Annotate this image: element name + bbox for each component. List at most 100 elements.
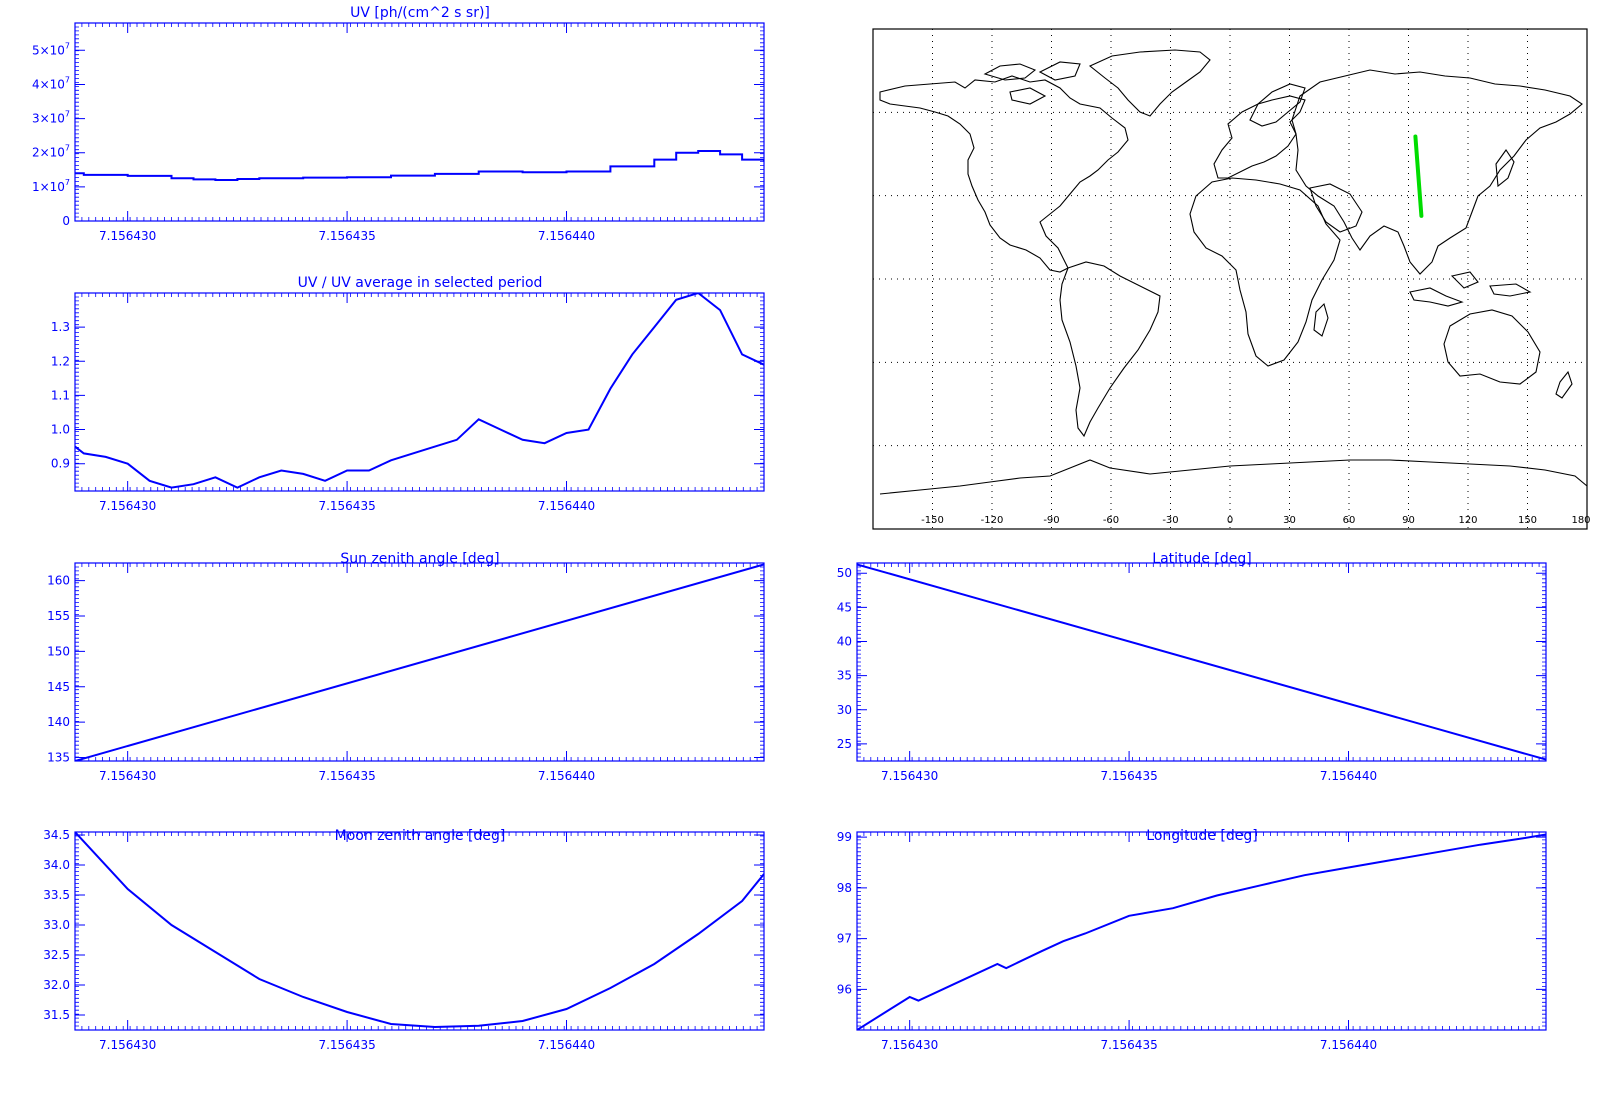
moon-zenith-y-tick-label: 32.0 <box>43 978 70 992</box>
latitude-y-tick-label: 35 <box>837 669 852 683</box>
uv-y-tick-label: 5×107 <box>32 41 70 57</box>
latitude-x-minor-ticks <box>856 563 1547 761</box>
sun-zenith-panel: Sun zenith angle [deg] 7.156430 7.156435 7… <box>47 551 765 783</box>
latitude-x-tick-label: 7.156440 <box>1320 769 1377 783</box>
uv-panel: UV [ph/(cm^2 s sr)] 7.156430 7.156435 7.15… <box>32 5 765 243</box>
uv-title: UV [ph/(cm^2 s sr)] <box>350 5 490 21</box>
sun-zenith-plot: 7.156430 7.156435 7.156440 135 140 145 150 155 1… <box>47 562 765 783</box>
longitude-panel: Longitude [deg] 7.156430 7.156435 7.156440… <box>837 828 1547 1052</box>
uv-y-tick-label: 2×107 <box>32 144 70 160</box>
sun-zenith-y-tick-label: 160 <box>47 574 70 588</box>
uv-y-tick-label: 1×107 <box>32 178 70 194</box>
australia-coast <box>1443 309 1541 385</box>
uv-y-tick-label: 4×107 <box>32 75 70 91</box>
map-longitude-label: -90 <box>1043 515 1059 526</box>
antarctica-coast <box>879 459 1588 495</box>
longitude-x-minor-ticks <box>856 832 1547 1030</box>
map-coastlines <box>879 49 1588 495</box>
uv-ratio-axes-frame <box>74 292 765 492</box>
sun-zenith-y-tick-label: 155 <box>47 609 70 623</box>
latitude-plot: 7.156430 7.156435 7.156440 25 30 35 40 45 50 <box>837 562 1547 783</box>
indonesia-coast <box>1409 271 1532 307</box>
longitude-y-tick-label: 96 <box>837 982 852 996</box>
moon-zenith-y-tick-label: 33.5 <box>43 888 70 902</box>
map-longitude-label: 0 <box>1227 515 1233 526</box>
satellite-track <box>1413 134 1424 218</box>
longitude-y-tick-label: 98 <box>837 881 852 895</box>
map-longitude-label: -120 <box>981 515 1004 526</box>
longitude-y-minor-ticks <box>857 831 1546 1031</box>
moon-zenith-series-line <box>75 832 764 1029</box>
uv-ratio-y-tick-label: 1.1 <box>51 388 70 402</box>
uv-ratio-x-tick-label: 7.156430 <box>99 499 156 513</box>
moon-zenith-panel: Moon zenith angle [deg] 7.156430 7.156435… <box>43 828 765 1052</box>
moon-zenith-y-tick-label: 34.0 <box>43 858 70 872</box>
latitude-x-tick-label: 7.156435 <box>1100 769 1157 783</box>
sun-zenith-x-tick-label: 7.156435 <box>318 769 375 783</box>
uv-ratio-y-tick-label: 1.3 <box>51 320 70 334</box>
madagascar-coast <box>1313 302 1329 337</box>
south-america-coast <box>1059 261 1161 438</box>
moon-zenith-x-tick-label: 7.156430 <box>99 1038 156 1052</box>
sun-zenith-y-tick-label: 140 <box>47 715 70 729</box>
longitude-y-tick-label: 97 <box>837 932 852 946</box>
uv-ratio-x-tick-label: 7.156435 <box>318 499 375 513</box>
moon-zenith-y-tick-label: 31.5 <box>43 1008 70 1022</box>
map-longitude-label: 60 <box>1343 515 1356 526</box>
latitude-y-tick-label: 25 <box>837 737 852 751</box>
uv-x-tick-label: 7.156435 <box>318 229 375 243</box>
longitude-title: Longitude [deg] <box>1146 828 1257 844</box>
uv-x-tick-label: 7.156430 <box>99 229 156 243</box>
map-longitude-label: -30 <box>1162 515 1178 526</box>
uv-x-tick-label: 7.156440 <box>538 229 595 243</box>
map-grid <box>873 29 1587 529</box>
uv-ratio-series-line <box>75 293 764 489</box>
longitude-x-tick-label: 7.156440 <box>1320 1038 1377 1052</box>
sun-zenith-x-tick-label: 7.156430 <box>99 769 156 783</box>
sun-zenith-x-minor-ticks <box>74 563 765 761</box>
sun-zenith-x-tick-label: 7.156440 <box>538 769 595 783</box>
greenland-coast <box>1088 49 1211 117</box>
moon-zenith-x-tick-label: 7.156440 <box>538 1038 595 1052</box>
scandinavia-coast <box>1249 83 1306 127</box>
latitude-series-line <box>857 563 1546 761</box>
japan-coast <box>1495 149 1515 188</box>
longitude-plot: 7.156430 7.156435 7.156440 96 97 98 99 <box>837 830 1547 1052</box>
uv-ratio-title: UV / UV average in selected period <box>298 275 543 291</box>
latitude-y-minor-ticks <box>857 562 1546 762</box>
moon-zenith-y-minor-ticks <box>75 831 764 1031</box>
map-longitude-label: 150 <box>1518 515 1537 526</box>
latitude-x-tick-label: 7.156430 <box>881 769 938 783</box>
moon-zenith-y-tick-label: 34.5 <box>43 828 70 842</box>
uv-series-line <box>75 150 764 181</box>
moon-zenith-x-minor-ticks <box>74 832 765 1030</box>
africa-coast <box>1189 177 1341 367</box>
uv-x-minor-ticks <box>74 23 765 221</box>
uv-plot: 7.156430 7.156435 7.156440 0 1×107 2×107 3×107… <box>32 22 765 243</box>
uv-ratio-y-tick-label: 0.9 <box>51 457 70 471</box>
asia-coast <box>1291 69 1583 275</box>
map-longitude-label: 30 <box>1283 515 1296 526</box>
arabia-coast <box>1309 183 1363 233</box>
world-map-panel: -150 -120 -90 -60 -30 0 30 60 90 120 150 180 <box>872 28 1591 530</box>
uv-axes-frame <box>74 22 765 222</box>
uv-ratio-y-minor-ticks <box>75 292 764 492</box>
north-america-coast <box>879 75 1129 273</box>
sun-zenith-y-tick-label: 145 <box>47 680 70 694</box>
longitude-axes-frame <box>856 831 1547 1031</box>
uv-ratio-plot: 7.156430 7.156435 7.156440 0.9 1.0 1.1 1.2 1.3 <box>51 292 765 513</box>
latitude-y-tick-label: 40 <box>837 635 852 649</box>
moon-zenith-y-tick-label: 32.5 <box>43 948 70 962</box>
moon-zenith-plot: 7.156430 7.156435 7.156440 31.5 32.0 32.5 33.0… <box>43 828 765 1052</box>
sun-zenith-series-line <box>75 563 764 761</box>
moon-zenith-x-tick-label: 7.156435 <box>318 1038 375 1052</box>
longitude-y-tick-label: 99 <box>837 830 852 844</box>
latitude-y-tick-label: 45 <box>837 600 852 614</box>
uv-y-tick-label: 3×107 <box>32 110 70 126</box>
latitude-y-tick-label: 50 <box>837 566 852 580</box>
latitude-y-tick-label: 30 <box>837 703 852 717</box>
sun-zenith-y-tick-label: 150 <box>47 644 70 658</box>
uv-ratio-x-minor-ticks <box>74 293 765 491</box>
sun-zenith-y-tick-label: 135 <box>47 750 70 764</box>
